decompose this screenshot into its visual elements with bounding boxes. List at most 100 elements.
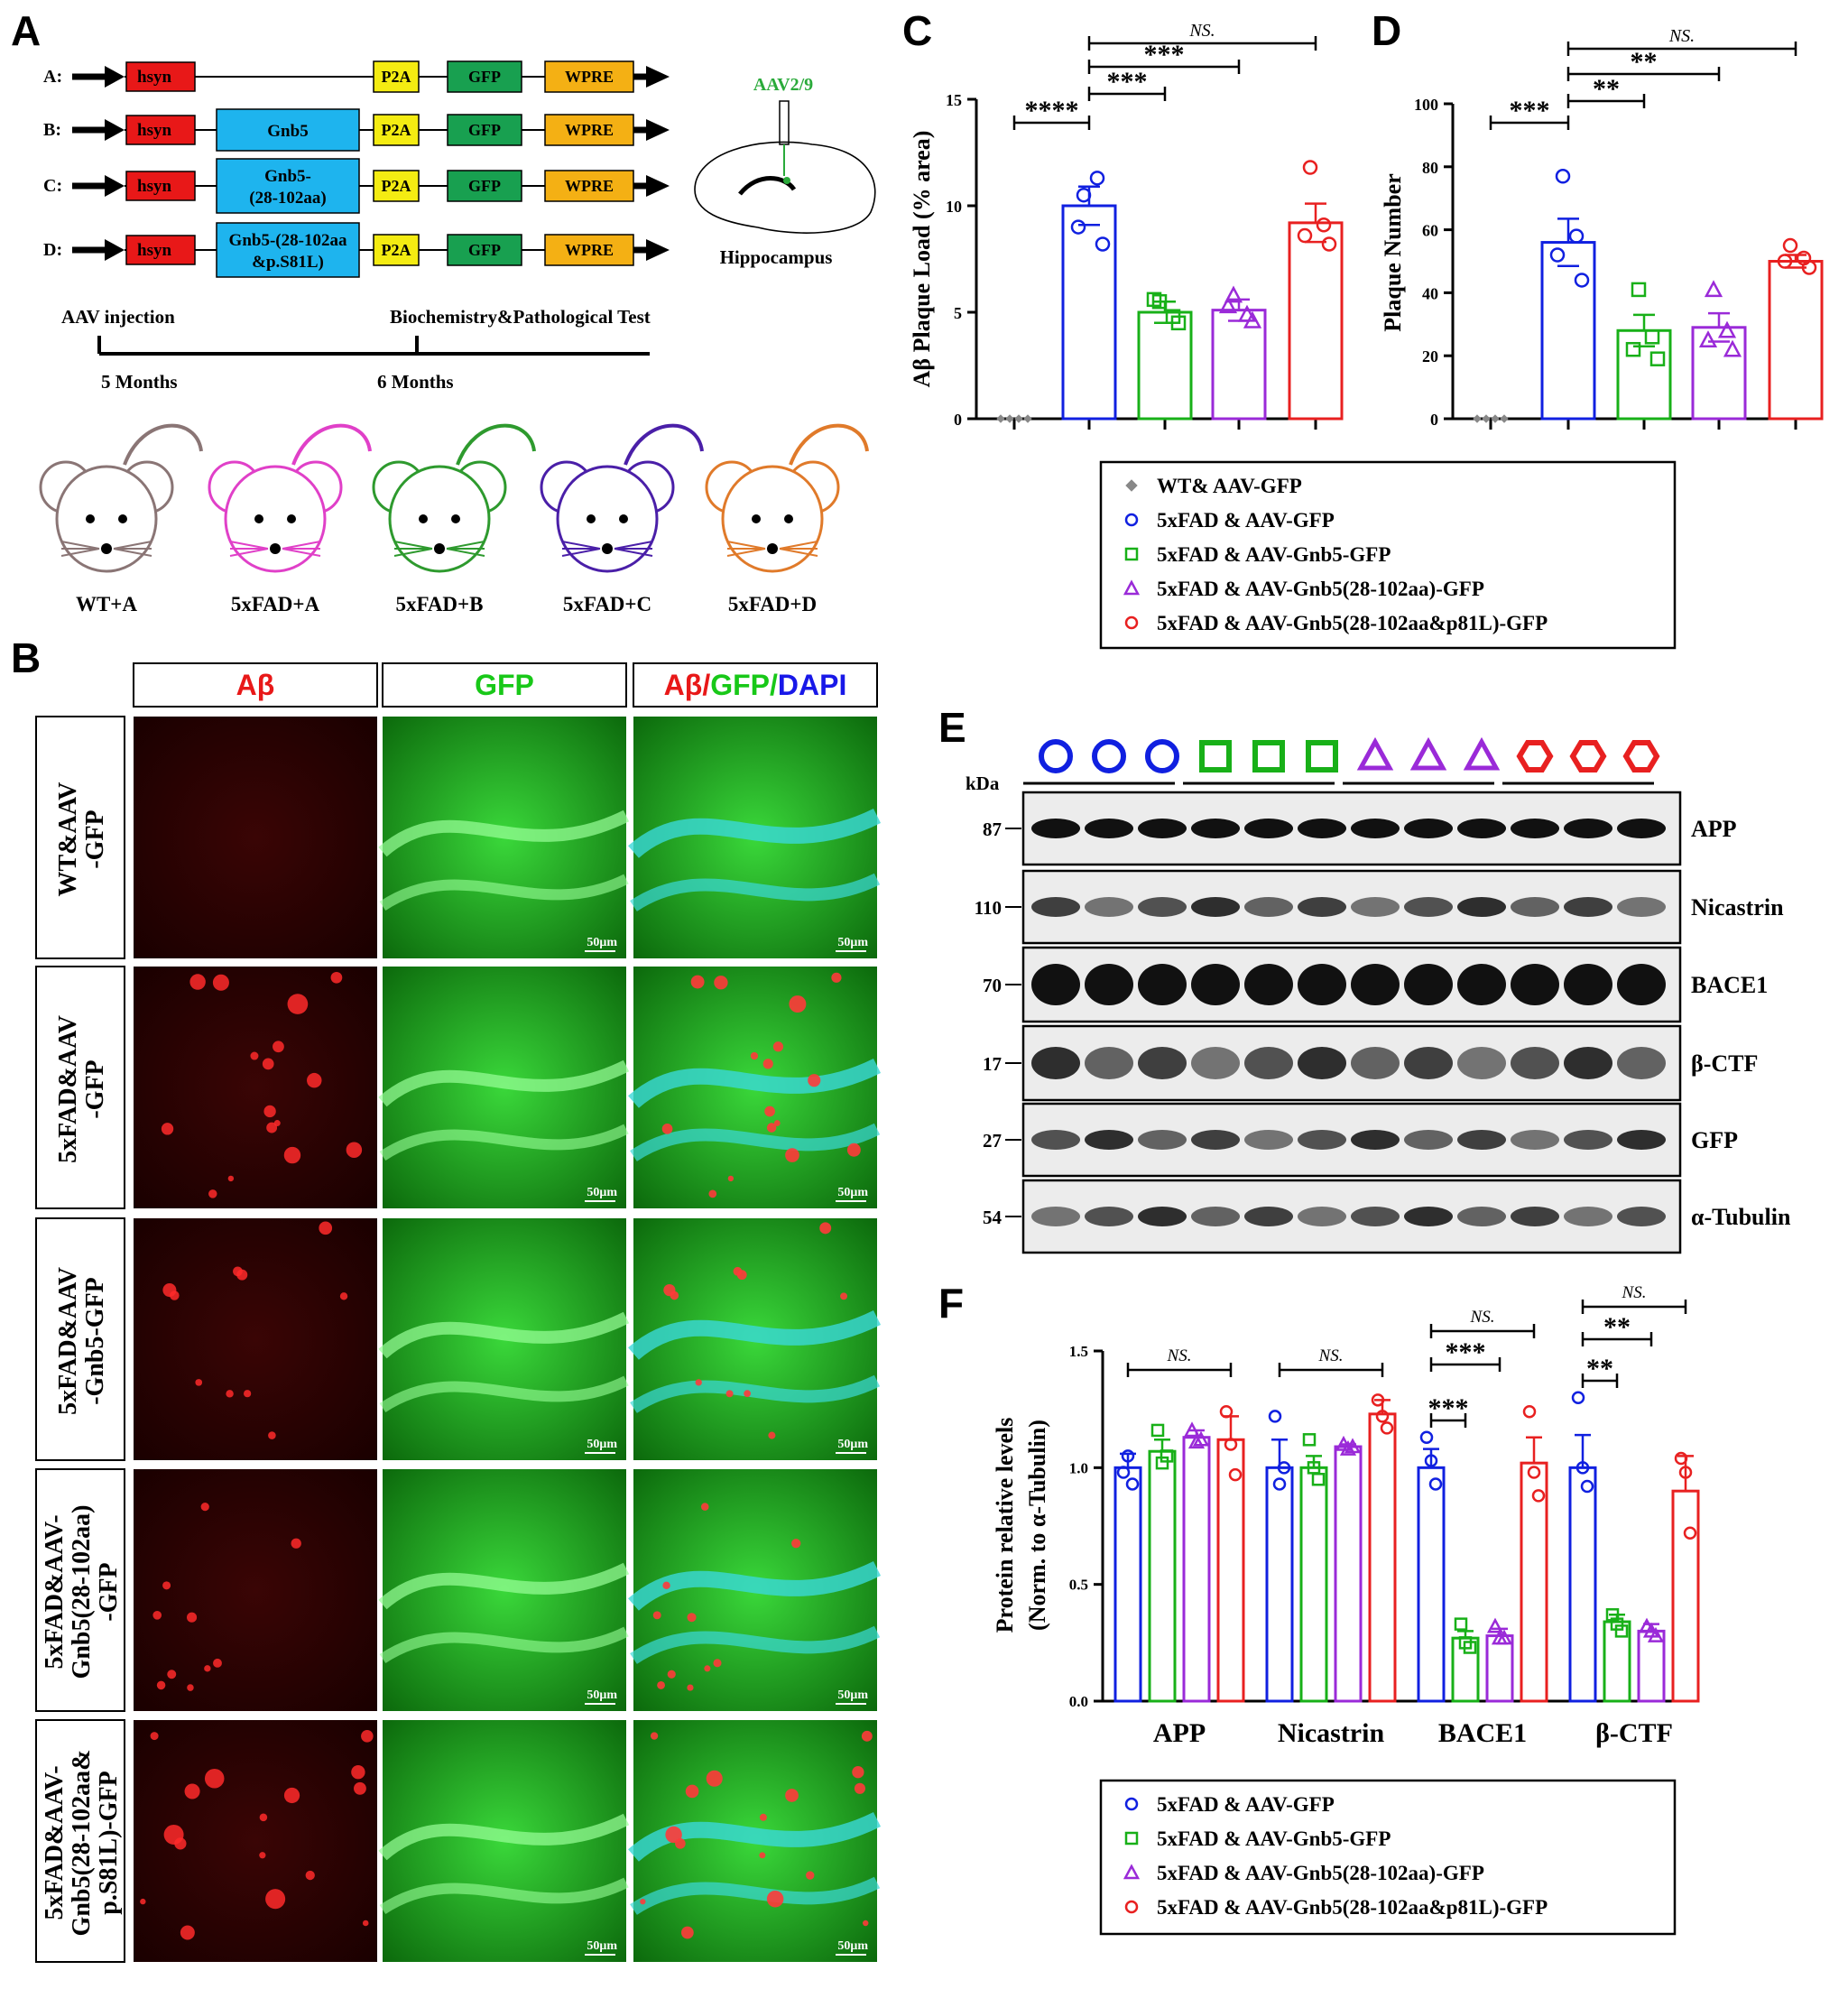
mouse-whisker bbox=[282, 541, 321, 550]
category-label: APP bbox=[1153, 1718, 1206, 1748]
construct-label: C: bbox=[43, 176, 62, 196]
sig-label: ** bbox=[1593, 74, 1620, 104]
plaque-spot bbox=[764, 1106, 775, 1117]
end-arrow-head bbox=[646, 119, 670, 141]
plaque-spot bbox=[184, 1783, 200, 1799]
row-label-box bbox=[35, 1719, 125, 1963]
plaque-spot bbox=[785, 1148, 799, 1162]
legend-marker bbox=[1124, 1900, 1139, 1914]
lane-marker bbox=[1516, 740, 1554, 772]
wpre-text: WPRE bbox=[565, 241, 614, 259]
hsyn-box bbox=[125, 115, 196, 145]
blot-band bbox=[1244, 1047, 1293, 1079]
plaque-spot bbox=[766, 1890, 784, 1908]
data-point bbox=[1187, 1433, 1206, 1449]
data-point bbox=[1023, 414, 1032, 423]
blot-band bbox=[1085, 897, 1133, 917]
wpre-box bbox=[544, 60, 634, 93]
lane-marker bbox=[1622, 740, 1660, 772]
legend-marker bbox=[1123, 1864, 1141, 1880]
blot-band bbox=[1298, 1047, 1346, 1079]
wpre-box bbox=[544, 234, 634, 266]
bar bbox=[1148, 1449, 1177, 1703]
legend-marker bbox=[1124, 1831, 1139, 1846]
blot-band bbox=[1138, 1047, 1187, 1079]
bar bbox=[1616, 328, 1672, 421]
plaque-spot bbox=[330, 971, 343, 984]
y-tick-label: 0.0 bbox=[1069, 1693, 1088, 1710]
row-label-text: -GFP bbox=[95, 1562, 123, 1621]
mouse-group-label: 5xFAD+D bbox=[728, 593, 817, 615]
plaque-spot bbox=[695, 1379, 702, 1386]
bar bbox=[1417, 1466, 1446, 1703]
bar bbox=[1265, 1466, 1294, 1703]
row-label-box bbox=[35, 966, 125, 1209]
arrow-head bbox=[105, 175, 125, 197]
plaque-spot bbox=[863, 1920, 869, 1927]
scale-bar-label: 50μm bbox=[837, 1939, 868, 1953]
blot-band bbox=[1457, 1047, 1506, 1079]
data-point bbox=[1344, 1438, 1362, 1454]
blot-band bbox=[1138, 1207, 1187, 1226]
plaque-spot bbox=[667, 1670, 676, 1679]
sig-label: ** bbox=[1631, 47, 1658, 77]
data-point bbox=[1014, 414, 1023, 423]
blot-band bbox=[1244, 964, 1293, 1005]
plaque-spot bbox=[861, 1730, 873, 1742]
plaque-spot bbox=[319, 1221, 333, 1235]
data-point bbox=[1311, 1473, 1326, 1486]
kda-label: kDa bbox=[966, 772, 1000, 794]
plaque-spot bbox=[273, 1041, 284, 1053]
plaque-spot bbox=[706, 1770, 723, 1787]
mouse-whisker bbox=[113, 548, 152, 557]
data-point bbox=[1649, 351, 1666, 366]
mouse-tail bbox=[123, 423, 203, 466]
data-point bbox=[1076, 187, 1092, 203]
scale-bar-label: 50μm bbox=[587, 1688, 617, 1702]
arrow-head bbox=[105, 239, 125, 261]
column-header: Aβ/GFP/DAPI bbox=[664, 669, 847, 701]
blot-band bbox=[1404, 897, 1453, 917]
wpre-text: WPRE bbox=[565, 177, 614, 195]
data-point bbox=[1237, 304, 1257, 322]
blot-band bbox=[1031, 1130, 1080, 1150]
panel-letter-d: D bbox=[1372, 7, 1401, 54]
plaque-spot bbox=[840, 1292, 847, 1300]
plaque-spot bbox=[244, 1390, 252, 1398]
mouse-group-label: 5xFAD+C bbox=[563, 593, 651, 615]
plaque-spot bbox=[680, 1926, 694, 1939]
mouse-whisker bbox=[561, 541, 601, 550]
insert-box bbox=[216, 108, 360, 152]
plaque-spot bbox=[250, 1051, 259, 1060]
mouse-nose bbox=[101, 543, 112, 554]
construct-row: D: hsyn Gnb5-(28-102aa&p.S81L) P2A GFP WPRE bbox=[43, 222, 670, 278]
mouse-tail bbox=[291, 423, 372, 466]
construct-label: D: bbox=[43, 240, 62, 260]
plaque-spot bbox=[736, 1270, 747, 1281]
legend-text: 5xFAD & AAV-GFP bbox=[1157, 509, 1335, 532]
plaque-spot bbox=[307, 1072, 322, 1088]
row-label-text: Gnb5(28-102aa) bbox=[68, 1505, 96, 1679]
column-header-box bbox=[633, 662, 878, 708]
data-point bbox=[1495, 1629, 1513, 1645]
plaque-spot bbox=[208, 1189, 217, 1198]
plaque-spot bbox=[226, 1390, 234, 1398]
data-point bbox=[996, 414, 1005, 423]
row-label-text: WT&AAV bbox=[54, 782, 82, 896]
plaque-spot bbox=[766, 1123, 777, 1133]
scale-bar-label: 50μm bbox=[837, 1438, 868, 1451]
blot-band bbox=[1564, 1207, 1612, 1226]
data-point bbox=[1146, 291, 1162, 308]
p2a-text: P2A bbox=[382, 241, 411, 259]
legend-text: 5xFAD & AAV-Gnb5(28-102aa)-GFP bbox=[1157, 578, 1484, 600]
legend-text: 5xFAD & AAV-Gnb5-GFP bbox=[1157, 1827, 1391, 1850]
plaque-spot bbox=[283, 1787, 300, 1804]
end-arrow-head bbox=[646, 66, 670, 88]
panel-letter-f: F bbox=[938, 1280, 964, 1327]
y-tick-label: 0.5 bbox=[1069, 1577, 1088, 1594]
blot-band bbox=[1457, 964, 1506, 1005]
row-label: 5xFAD&AAV- Gnb5(28-102aa& p.S81L)-GFP bbox=[41, 1750, 123, 1937]
plaque-spot bbox=[785, 1789, 799, 1802]
mouse-whisker bbox=[229, 548, 269, 557]
sig-label: *** bbox=[1428, 1393, 1469, 1423]
